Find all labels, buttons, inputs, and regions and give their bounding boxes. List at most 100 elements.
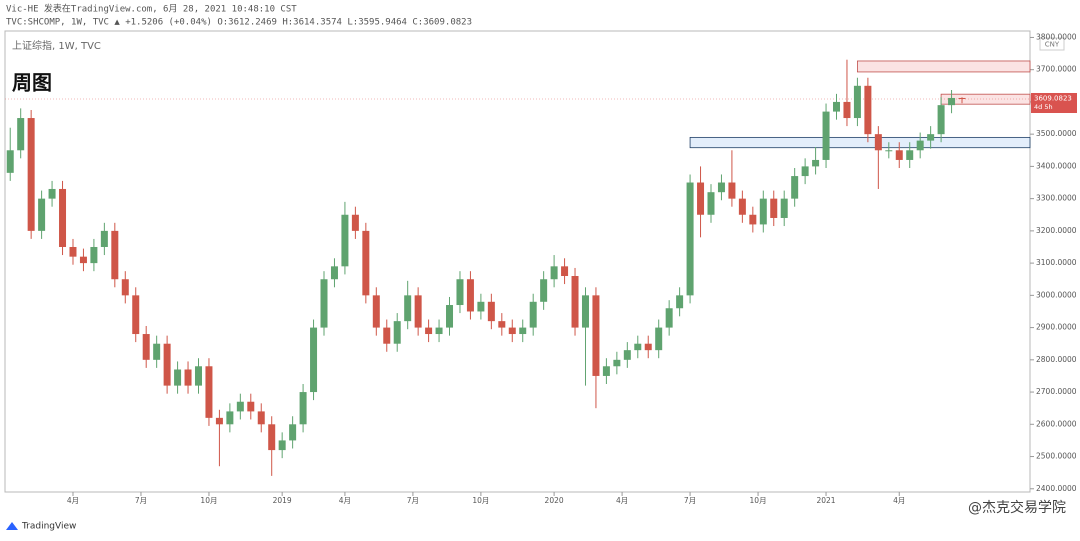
candle-body <box>299 392 307 425</box>
candle-body <box>812 159 820 167</box>
candle-body <box>801 166 809 177</box>
y-tick-label: 3700.0000 <box>1036 65 1077 74</box>
candle-body <box>738 198 746 215</box>
logo: TradingView <box>21 522 76 532</box>
candle-body <box>163 343 171 386</box>
x-tick-label: 4月 <box>339 496 351 505</box>
candle-body <box>226 411 234 425</box>
candle-body <box>215 417 223 425</box>
currency-box <box>1039 37 1065 51</box>
candle-body <box>446 305 454 328</box>
candle-body <box>561 266 569 277</box>
x-tick-label: 7月 <box>135 496 147 505</box>
candle-body <box>895 150 903 160</box>
candle-body <box>592 295 600 376</box>
candle-body <box>17 118 25 151</box>
y-tick-label: 2900.0000 <box>1036 323 1077 332</box>
candle-body <box>69 246 77 257</box>
candle-body <box>864 85 872 135</box>
candle-body <box>791 176 799 199</box>
y-tick-label: 2500.0000 <box>1036 452 1077 461</box>
countdown: 4d 5h <box>1034 103 1053 111</box>
candle-body <box>111 230 119 280</box>
candle-body <box>833 101 841 112</box>
y-tick-label: 3400.0000 <box>1036 161 1077 170</box>
candle-body <box>362 230 370 296</box>
candle-body <box>404 295 412 322</box>
x-tick-label: 10月 <box>472 496 489 505</box>
candle-body <box>676 295 684 309</box>
x-tick-label: 2020 <box>545 496 564 505</box>
candle-body <box>59 188 67 247</box>
candle-body <box>697 182 705 215</box>
y-tick-label: 3000.0000 <box>1036 290 1077 299</box>
y-tick-label: 3100.0000 <box>1036 258 1077 267</box>
candle-body <box>749 214 757 225</box>
candle-body <box>529 301 537 328</box>
logo-icon <box>6 522 18 530</box>
candle-body <box>320 279 328 328</box>
candle-body <box>38 198 46 231</box>
candle-body <box>257 411 265 425</box>
credit: @杰克交易学院 <box>968 499 1066 516</box>
candle-body <box>498 321 506 328</box>
y-tick-label: 2600.0000 <box>1036 419 1077 428</box>
candle-body <box>853 85 861 119</box>
candle-body <box>79 256 87 264</box>
header-line: TVC:SHCOMP, 1W, TVC ▲ +1.5206 (+0.04%) O… <box>6 18 472 28</box>
candle-body <box>602 366 610 376</box>
last-price-box <box>1031 92 1077 113</box>
subtitle: 上证综指, 1W, TVC <box>12 39 101 52</box>
zone <box>857 60 1031 73</box>
candle-body <box>466 279 474 312</box>
candle-body <box>100 230 108 247</box>
candle-body <box>132 295 140 335</box>
candle-body <box>937 105 945 135</box>
candle-body <box>822 111 830 160</box>
candle-body <box>916 140 924 151</box>
candle-body <box>623 350 631 360</box>
x-tick-label: 7月 <box>684 496 696 505</box>
candle-body <box>278 440 286 451</box>
y-tick-label: 3200.0000 <box>1036 226 1077 235</box>
candle-body <box>341 214 349 267</box>
candle-body <box>550 266 558 280</box>
candle-body <box>90 246 98 264</box>
y-tick-label: 2400.0000 <box>1036 484 1077 493</box>
candle-body <box>487 301 495 322</box>
x-tick-label: 2019 <box>273 496 292 505</box>
candle-body <box>247 401 255 412</box>
candle-body <box>289 424 297 441</box>
plot-border <box>4 30 1031 493</box>
candle-body <box>644 343 652 351</box>
candle-body <box>268 424 276 451</box>
candle-body <box>906 150 914 160</box>
candle-body <box>393 321 401 344</box>
chart-title: 周图 <box>12 71 52 95</box>
x-tick-label: 4月 <box>893 496 905 505</box>
candle-body <box>634 343 642 351</box>
candle-body <box>6 150 14 173</box>
candle-body <box>236 401 244 412</box>
currency: CNY <box>1045 41 1060 49</box>
candle-body <box>372 295 380 328</box>
candle-body <box>174 369 182 386</box>
candle-body <box>948 97 956 106</box>
candle-body <box>571 276 579 328</box>
y-tick-label: 3800.0000 <box>1036 32 1077 41</box>
x-tick-label: 10月 <box>750 496 767 505</box>
candle-body <box>456 279 464 306</box>
candle-body <box>351 214 359 231</box>
candle-body <box>414 295 422 328</box>
candle-body <box>780 198 788 218</box>
candle-body <box>717 182 725 193</box>
candle-body <box>728 182 736 199</box>
candle-body <box>581 295 589 328</box>
candle-body <box>519 327 527 335</box>
candle-body <box>874 134 882 151</box>
candle-body <box>121 279 129 296</box>
y-tick-label: 3500.0000 <box>1036 129 1077 138</box>
y-tick-label: 3300.0000 <box>1036 194 1077 203</box>
